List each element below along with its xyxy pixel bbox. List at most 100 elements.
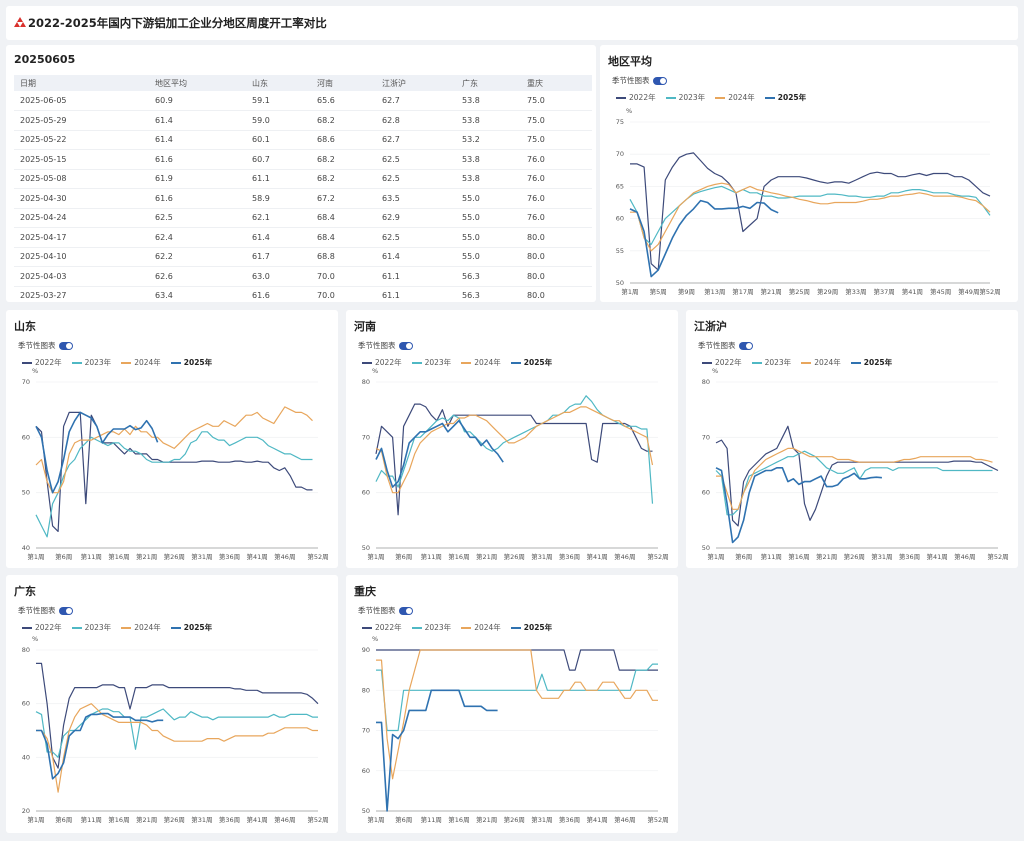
legend-item[interactable]: 2024年: [121, 622, 161, 633]
series-line-2023年[interactable]: [629, 185, 991, 245]
series-line-2023年[interactable]: [715, 450, 993, 516]
column-header: 广东: [456, 75, 521, 91]
table-cell: 2025-04-03: [14, 266, 149, 287]
toggle-switch-icon[interactable]: [652, 76, 667, 85]
series-line-2023年[interactable]: [376, 663, 658, 732]
toggle-switch-icon[interactable]: [58, 341, 73, 350]
table-cell: 80.0: [521, 227, 592, 248]
legend-item[interactable]: 2025年: [764, 92, 807, 103]
series-line-2022年[interactable]: [375, 403, 653, 516]
legend-item[interactable]: 2025年: [170, 357, 212, 368]
legend-item[interactable]: 2022年: [22, 357, 62, 368]
series-line-2025年[interactable]: [715, 467, 882, 544]
series-line-2024年[interactable]: [630, 182, 991, 252]
toggle-switch-icon[interactable]: [398, 606, 413, 615]
table-cell: 80.0: [521, 266, 592, 287]
y-tick-label: 80: [702, 378, 710, 386]
series-line-2022年[interactable]: [376, 649, 658, 671]
table-cell: 65.6: [311, 91, 376, 111]
toggle-switch-icon[interactable]: [58, 606, 73, 615]
x-tick-label: 第31周: [531, 815, 552, 824]
series-line-2023年[interactable]: [35, 431, 313, 538]
legend-item[interactable]: 2025年: [850, 357, 892, 368]
legend-item[interactable]: 2024年: [461, 622, 501, 633]
y-tick-label: 60: [22, 700, 30, 708]
y-tick-label: 60: [616, 215, 624, 223]
legend-swatch-icon: [702, 361, 712, 364]
series-line-2025年[interactable]: [35, 411, 159, 494]
column-header: 日期: [14, 75, 149, 91]
series-line-2022年[interactable]: [630, 152, 991, 271]
data-table: 日期 地区平均 山东 河南 江浙沪 广东 重庆 2025-06-05 60.9 59.1 65.6…: [14, 75, 592, 299]
series-line-2024年[interactable]: [376, 649, 658, 780]
x-tick-label: 第21周: [136, 815, 157, 824]
legend-item[interactable]: 2023年: [71, 357, 112, 368]
series-line-2025年[interactable]: [375, 419, 504, 488]
series-line-2023年[interactable]: [35, 708, 318, 758]
table-scroll-area[interactable]: 日期 地区平均 山东 河南 江浙沪 广东 重庆 2025-06-05 60.9 59.1 65.6…: [14, 75, 592, 299]
series-line-2022年[interactable]: [35, 411, 313, 532]
legend-item[interactable]: 2024年: [715, 92, 755, 103]
x-tick-label: 第16周: [788, 552, 809, 561]
legend-item[interactable]: 2023年: [71, 622, 111, 633]
legend-label: 2022年: [35, 623, 62, 632]
legend-item[interactable]: 2024年: [801, 357, 841, 368]
x-tick-label: 第21周: [476, 552, 497, 561]
series-line-2024年[interactable]: [36, 703, 318, 793]
series-line-2025年[interactable]: [36, 712, 164, 780]
table-cell: 60.9: [149, 91, 246, 111]
legend-item[interactable]: 2022年: [362, 622, 402, 633]
legend-item[interactable]: 2022年: [362, 357, 402, 368]
table-cell: 68.2: [311, 169, 376, 189]
series-line-2025年[interactable]: [629, 199, 779, 278]
legend-item[interactable]: 2022年: [22, 622, 62, 633]
chart-legend: 2022年 2023年 2024年 2025年: [362, 622, 562, 633]
table-cell: 67.2: [311, 188, 376, 209]
legend-label: 2022年: [629, 93, 656, 102]
series-line-2022年[interactable]: [36, 662, 319, 769]
legend-swatch-icon: [71, 626, 82, 629]
legend-item[interactable]: 2025年: [510, 622, 552, 633]
table-cell: 62.4: [149, 227, 246, 248]
y-tick-label: 70: [616, 150, 624, 158]
legend-item[interactable]: 2023年: [751, 357, 791, 368]
legend-label: 2025年: [777, 93, 807, 102]
chart-title: 江浙沪: [694, 320, 727, 333]
legend-swatch-icon: [411, 361, 422, 364]
series-line-2023年[interactable]: [375, 395, 654, 504]
series-line-2025年[interactable]: [376, 689, 498, 812]
legend-item[interactable]: 2022年: [702, 357, 742, 368]
seasonal-toggle[interactable]: 季节性图表: [18, 340, 73, 351]
legend-label: 2023年: [84, 358, 112, 367]
seasonal-toggle[interactable]: 季节性图表: [698, 340, 753, 351]
seasonal-toggle[interactable]: 季节性图表: [18, 605, 73, 616]
legend-item[interactable]: 2022年: [616, 92, 656, 103]
legend-item[interactable]: 2024年: [461, 357, 501, 368]
x-tick-label: 第26周: [504, 815, 525, 824]
seasonal-toggle[interactable]: 季节性图表: [612, 75, 667, 86]
y-tick-label: 65: [616, 182, 624, 190]
series-line-2024年[interactable]: [716, 447, 993, 510]
chart-title: 广东: [14, 585, 36, 598]
table-row: 2025-04-30 61.6 58.9 67.2 63.5 55.0 76.0: [14, 188, 592, 209]
y-axis-unit: %: [372, 635, 378, 643]
y-tick-label: 70: [362, 433, 370, 441]
legend-item[interactable]: 2023年: [411, 357, 451, 368]
toggle-switch-icon[interactable]: [398, 341, 413, 350]
x-tick-label: 第17周: [732, 287, 753, 296]
legend-item[interactable]: 2024年: [121, 357, 161, 368]
legend-item[interactable]: 2025年: [170, 622, 212, 633]
series-line-2024年[interactable]: [375, 406, 654, 494]
legend-item[interactable]: 2023年: [665, 92, 705, 103]
seasonal-toggle[interactable]: 季节性图表: [358, 605, 413, 616]
legend-item[interactable]: 2023年: [411, 622, 451, 633]
table-cell: 80.0: [521, 247, 592, 267]
toggle-switch-icon[interactable]: [738, 341, 753, 350]
legend-swatch-icon: [22, 626, 32, 629]
legend-item[interactable]: 2025年: [510, 357, 552, 368]
series-line-2024年[interactable]: [35, 406, 313, 494]
chart-title: 河南: [354, 320, 376, 333]
seasonal-toggle[interactable]: 季节性图表: [358, 340, 413, 351]
x-tick-label: 第21周: [761, 287, 782, 296]
legend-swatch-icon: [121, 361, 132, 364]
